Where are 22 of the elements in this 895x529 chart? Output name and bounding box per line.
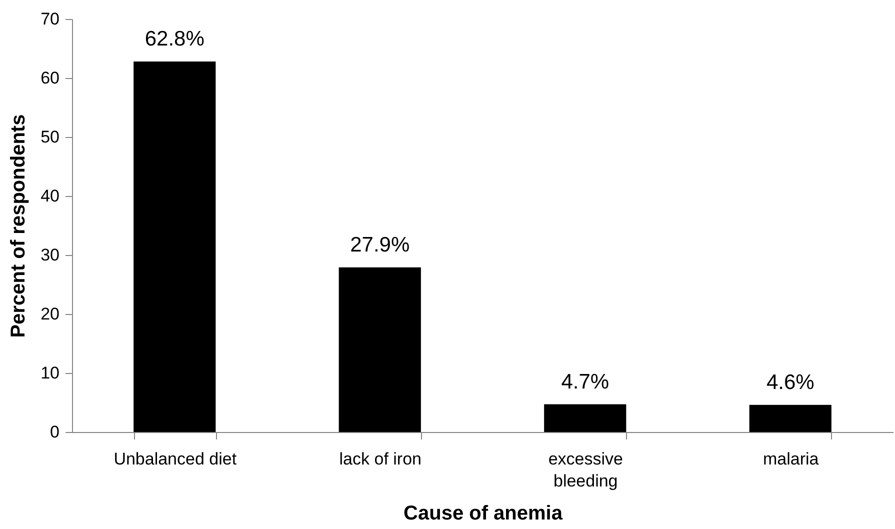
y-tick-label: 20 (40, 304, 60, 324)
bar (544, 404, 626, 432)
data-label: 4.6% (766, 370, 814, 394)
bar (134, 61, 216, 432)
y-tick-label: 70 (40, 10, 60, 28)
x-tick-label: lack of iron (339, 450, 422, 468)
x-tick-label: excessive bleeding (548, 450, 623, 490)
data-label: 27.9% (350, 233, 410, 256)
y-tick-label: 30 (40, 246, 60, 264)
bar (749, 404, 832, 432)
x-tick-label: malaria (763, 450, 820, 468)
x-axis-title: Cause of anemia (404, 502, 564, 524)
data-label: 4.7% (561, 370, 610, 394)
y-tick-label: 40 (40, 186, 60, 206)
y-tick-label: 0 (50, 422, 60, 442)
data-label: 62.8% (144, 27, 204, 50)
x-tick-label: Unbalanced diet (114, 450, 237, 468)
y-tick-label: 50 (40, 128, 60, 146)
y-tick-label: 10 (40, 364, 60, 382)
y-tick-label: 60 (40, 68, 60, 88)
y-axis-title: Percent of respondents (8, 114, 30, 338)
bar (338, 267, 421, 432)
